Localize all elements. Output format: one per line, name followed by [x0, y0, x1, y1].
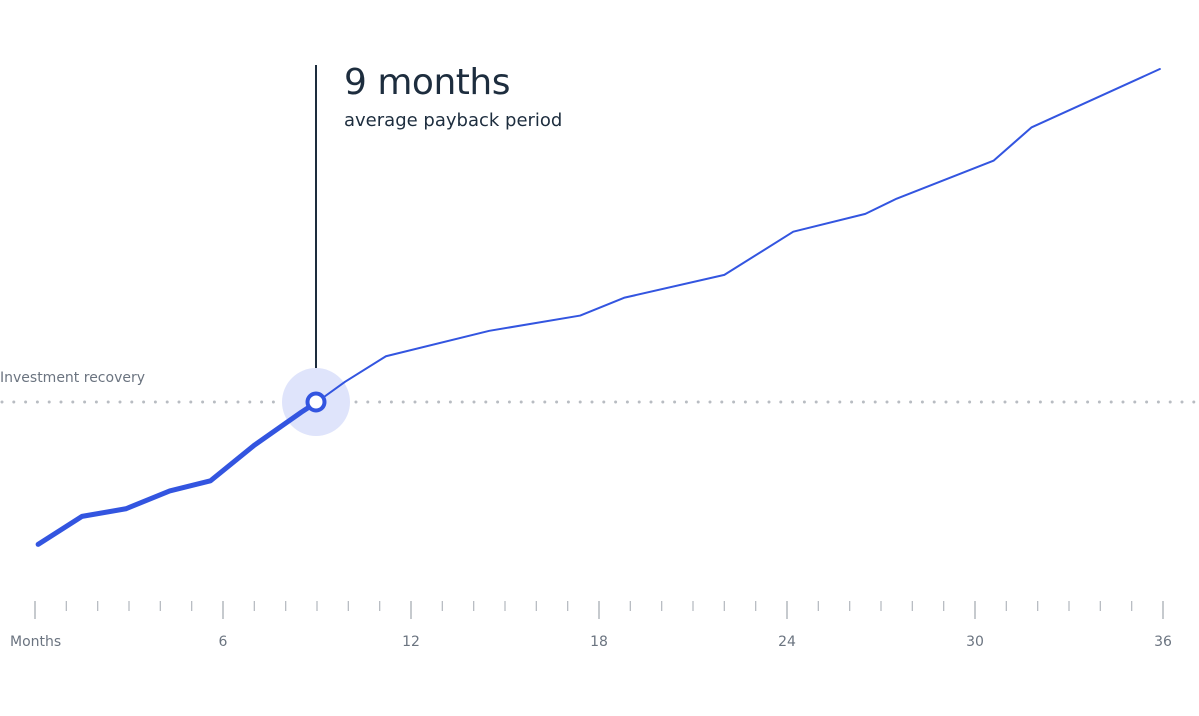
x-tick-label-6: 6 — [218, 634, 228, 650]
x-tick-label-24: 24 — [778, 634, 796, 650]
payback-marker[interactable] — [305, 391, 327, 413]
x-axis-ticks — [34, 601, 1164, 619]
payback-subline: average payback period — [344, 110, 563, 131]
x-tick-label-30: 30 — [966, 634, 984, 650]
payback-headline: 9 months — [344, 62, 510, 103]
x-tick-label-12: 12 — [402, 634, 420, 650]
x-tick-label-36: 36 — [1154, 634, 1172, 650]
post-payback-line — [316, 68, 1161, 403]
pre-payback-line — [35, 399, 320, 547]
x-axis-title: Months — [10, 634, 62, 650]
x-tick-label-18: 18 — [590, 634, 608, 650]
investment-recovery-label: Investment recovery — [0, 370, 146, 386]
